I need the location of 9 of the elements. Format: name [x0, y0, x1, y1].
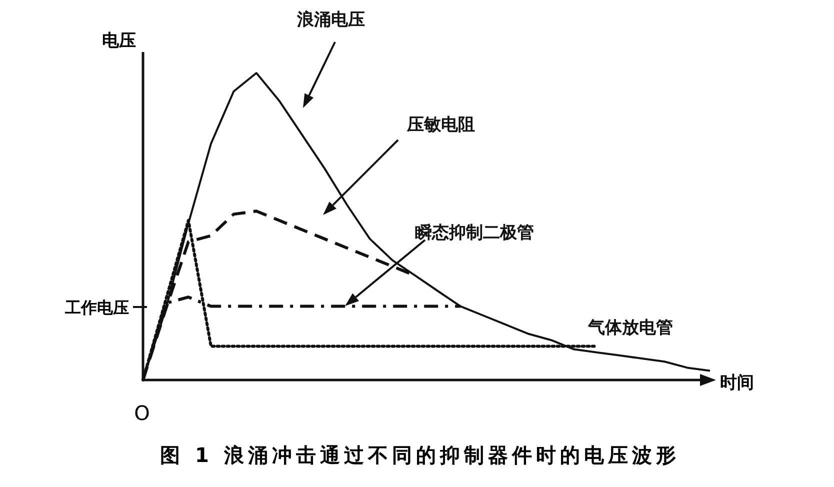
series-label: 气体放电管	[587, 318, 673, 338]
text: 图 1 浪涌冲击通过不同的抑制器件时的电压波形	[160, 443, 680, 467]
text: 瞬态抑制二极管	[415, 223, 534, 243]
text: O	[134, 401, 150, 425]
y-axis-title: 电压	[102, 31, 136, 51]
text: 浪涌电压	[296, 10, 365, 30]
x-axis-title: 时间	[720, 373, 754, 393]
text: 工作电压	[64, 298, 129, 317]
text: 压敏电阻	[406, 115, 475, 135]
